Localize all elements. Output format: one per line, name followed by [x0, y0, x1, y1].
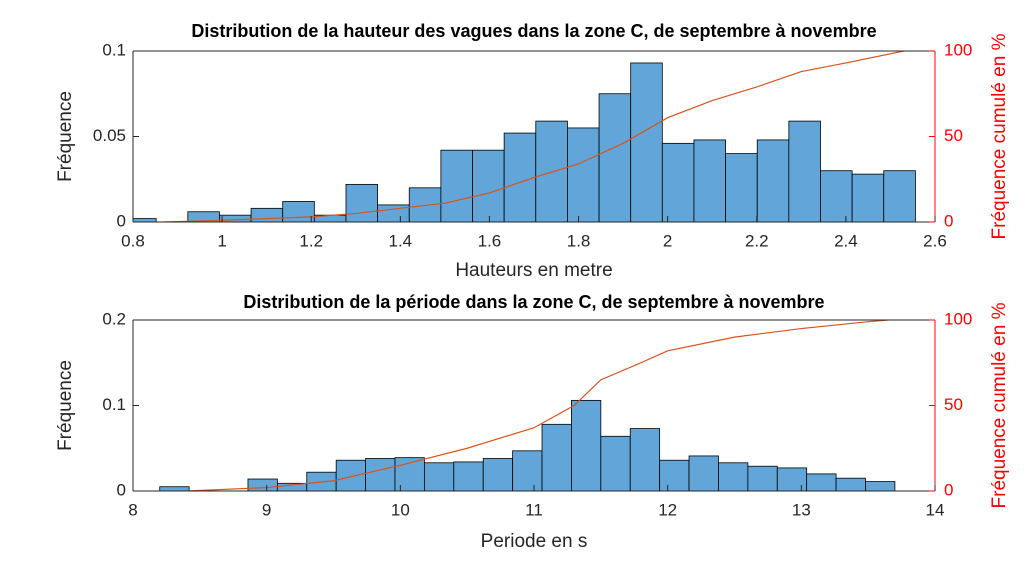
bar — [250, 207, 284, 222]
bar — [503, 132, 537, 222]
bar — [747, 465, 778, 491]
bar — [541, 423, 572, 491]
x-tick-label: 11 — [525, 500, 543, 519]
y-tick-label: 0.1 — [102, 395, 126, 414]
x-tick-label: 9 — [262, 500, 271, 519]
bar — [693, 139, 726, 222]
bar — [788, 120, 821, 222]
bar — [598, 93, 632, 222]
bar — [883, 170, 916, 222]
y2-tick-label: 100 — [944, 309, 972, 328]
chart-title: Distribution de la hauteur des vagues da… — [191, 21, 876, 41]
y-axis-label: Fréquence — [55, 91, 76, 182]
bar — [571, 399, 602, 491]
x-tick-label: 1.8 — [567, 231, 591, 250]
plot — [133, 51, 916, 222]
x-tick-label: 1.6 — [478, 231, 502, 250]
y-tick-label: 0 — [117, 211, 126, 230]
bar — [718, 462, 749, 491]
y-axis-label: Fréquence — [55, 360, 76, 451]
y2-tick-label: 50 — [944, 395, 963, 414]
bar — [423, 462, 455, 491]
cumulative-line — [164, 51, 904, 222]
bar — [335, 459, 366, 491]
x-tick-label: 2.4 — [834, 231, 858, 250]
bar — [820, 170, 853, 222]
x-axis-label: Periode en s — [481, 531, 588, 552]
bar — [133, 218, 157, 222]
x-tick-label: 2.2 — [745, 231, 769, 250]
y2-tick-label: 50 — [944, 126, 963, 145]
bar — [688, 455, 719, 491]
y2-tick-label: 100 — [944, 40, 972, 59]
bar — [365, 458, 396, 491]
bar — [776, 467, 808, 491]
y-tick-label: 0.2 — [102, 309, 126, 328]
bar — [630, 62, 663, 222]
y2-tick-label: 0 — [944, 211, 953, 230]
bar — [512, 450, 543, 491]
x-tick-label: 12 — [658, 500, 677, 519]
bar — [453, 461, 484, 491]
chart-title: Distribution de la période dans la zone … — [243, 292, 824, 312]
cumulative-line — [186, 320, 889, 491]
bar — [567, 127, 600, 222]
x-tick-label: 1.2 — [299, 231, 323, 250]
x-tick-label: 2 — [663, 231, 672, 250]
y-tick-label: 0.1 — [102, 40, 126, 59]
y-tick-label: 0 — [117, 480, 126, 499]
y2-axis-label: Fréquence cumulé en % — [989, 302, 1010, 508]
x-tick-label: 8 — [128, 500, 137, 519]
bar — [482, 458, 514, 491]
x-tick-label: 1 — [217, 231, 226, 250]
y-tick-label: 0.05 — [93, 126, 126, 145]
bar — [282, 201, 315, 222]
y2-tick-label: 0 — [944, 480, 953, 499]
x-tick-label: 10 — [391, 500, 410, 519]
x-tick-label: 13 — [792, 500, 811, 519]
bar — [247, 478, 278, 491]
x-tick-label: 1.4 — [389, 231, 413, 250]
bar — [440, 149, 473, 222]
bar — [725, 153, 758, 222]
bar — [806, 473, 837, 491]
y2-axis-label: Fréquence cumulé en % — [989, 33, 1010, 239]
bar — [472, 149, 505, 222]
x-tick-label: 0.8 — [121, 231, 145, 250]
bar — [835, 477, 866, 491]
bar — [661, 142, 695, 222]
bar — [851, 173, 885, 222]
bar — [756, 139, 790, 222]
bar — [219, 214, 252, 222]
plot — [159, 320, 896, 491]
bar — [659, 459, 690, 491]
bar — [865, 481, 896, 491]
bar — [159, 486, 190, 491]
bar — [600, 435, 631, 491]
x-tick-label: 2.6 — [923, 231, 947, 250]
bar — [629, 428, 661, 491]
bar — [345, 183, 379, 222]
x-tick-label: 14 — [926, 500, 945, 519]
x-axis-label: Hauteurs en metre — [455, 260, 612, 281]
